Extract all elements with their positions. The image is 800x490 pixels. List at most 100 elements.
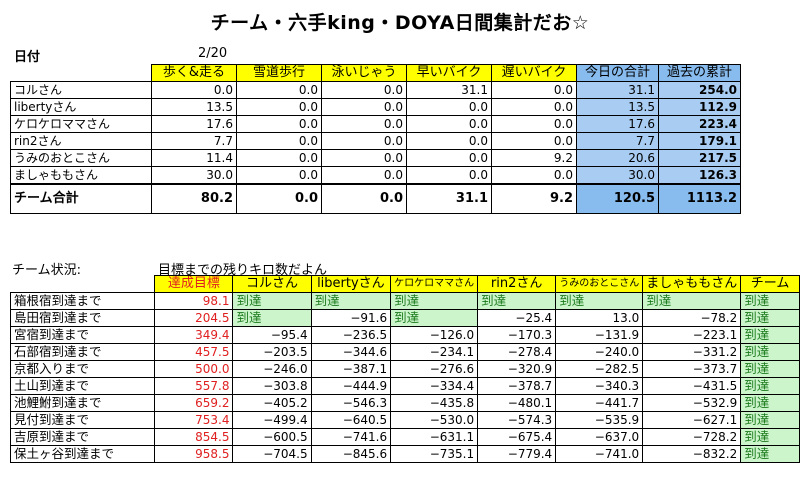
value-cell: 0.0 [406, 149, 492, 167]
value-cell: 0.0 [236, 115, 322, 133]
remaining-cell: −91.6 [310, 309, 392, 327]
member-name: ケロケロママさん [10, 115, 152, 133]
value-cell: 126.3 [658, 166, 741, 185]
goal-row: 土山到達まで 557.8 −303.8 −444.9 −334.4 −378.7 −340.… [9, 377, 800, 395]
remaining-cell: −203.5 [232, 343, 312, 361]
goal-distance: 958.5 [154, 445, 234, 463]
goal-distance: 98.1 [154, 292, 234, 310]
header-row: 歩く&走る 雪道歩行 泳いじゃう 早いバイク 遅いバイク 今日の合計 過去の累計 [11, 64, 741, 82]
remaining-cell: 到達 [740, 326, 800, 344]
date-value: 2/20 [198, 46, 228, 61]
goal-place: 保土ヶ谷到達まで [9, 445, 156, 463]
remaining-cell: 到達 [390, 309, 479, 327]
column-header: 早いバイク [406, 64, 492, 82]
value-cell: 0.0 [406, 166, 492, 185]
value-cell: 0.0 [321, 149, 407, 167]
remaining-cell: 到達 [740, 292, 800, 310]
corner-cell [11, 65, 152, 82]
remaining-cell: −535.9 [555, 411, 644, 429]
column-header: ましゃももさん [642, 275, 742, 293]
value-cell: 0.0 [406, 132, 492, 150]
remaining-cell: −441.7 [555, 394, 644, 412]
remaining-cell: −728.2 [642, 428, 742, 446]
column-header: 泳いじゃう [321, 64, 407, 82]
remaining-cell: −234.1 [390, 343, 479, 361]
column-header: rin2さん [477, 275, 557, 293]
remaining-cell: −25.4 [477, 309, 557, 327]
value-cell: 0.0 [236, 166, 322, 185]
remaining-cell: 到達 [232, 309, 312, 327]
remaining-cell: −78.2 [642, 309, 742, 327]
goal-place: 石部宿到達まで [9, 343, 156, 361]
value-cell: 223.4 [658, 115, 741, 133]
remaining-cell: −832.2 [642, 445, 742, 463]
goal-place: 箱根宿到達まで [9, 292, 156, 310]
goal-row: 吉原到達まで 854.5 −600.5 −741.6 −631.1 −675.4 −637.… [9, 428, 800, 446]
column-header: 過去の累計 [658, 64, 741, 82]
member-row: libertyさん 13.5 0.0 0.0 0.0 0.0 13.5 112.9 [10, 98, 741, 116]
goal-row: 保土ヶ谷到達まで 958.5 −704.5 −845.6 −735.1 −779.4 −74… [9, 445, 800, 463]
member-name: libertyさん [10, 98, 152, 116]
remaining-cell: −373.7 [642, 360, 742, 378]
remaining-cell: −276.6 [390, 360, 479, 378]
goal-place: 京都入りまで [9, 360, 156, 378]
total-cell: 9.2 [491, 183, 577, 214]
goal-place: 島田宿到達まで [9, 309, 156, 327]
goal-place: 吉原到達まで [9, 428, 156, 446]
value-cell: 0.0 [491, 115, 577, 133]
goal-place: 土山到達まで [9, 377, 156, 395]
remaining-cell: −600.5 [232, 428, 312, 446]
remaining-cell: −431.5 [642, 377, 742, 395]
goal-distance: 500.0 [154, 360, 234, 378]
remaining-cell: 到達 [740, 309, 800, 327]
goal-row: 京都入りまで 500.0 −246.0 −387.1 −276.6 −320.9 −282.… [9, 360, 800, 378]
member-name: うみのおとこさん [10, 149, 152, 167]
value-cell: 0.0 [321, 132, 407, 150]
header-row: 達成目標 コルさん libertyさん ケロケロママさん rin2さん うみのおとこさんま… [11, 275, 800, 293]
value-cell: 9.2 [491, 149, 577, 167]
goal-row: 石部宿到達まで 457.5 −203.5 −344.6 −234.1 −278.4 −240… [9, 343, 800, 361]
remaining-cell: −320.9 [477, 360, 557, 378]
remaining-cell: −574.3 [477, 411, 557, 429]
remaining-cell: −95.4 [232, 326, 312, 344]
value-cell: 13.5 [576, 98, 659, 116]
goal-distance: 557.8 [154, 377, 234, 395]
remaining-cell: −240.0 [555, 343, 644, 361]
remaining-cell: 到達 [477, 292, 557, 310]
remaining-cell: −704.5 [232, 445, 312, 463]
remaining-cell: −435.8 [390, 394, 479, 412]
remaining-cell: −779.4 [477, 445, 557, 463]
remaining-cell: −246.0 [232, 360, 312, 378]
date-label: 日付 [14, 50, 41, 65]
remaining-cell: −378.7 [477, 377, 557, 395]
remaining-cell: −637.0 [555, 428, 644, 446]
goal-row: 宮宿到達まで 349.4 −95.4 −236.5 −126.0 −170.3 −131.9… [9, 326, 800, 344]
remaining-cell: 到達 [390, 292, 479, 310]
remaining-cell: 到達 [740, 343, 800, 361]
goal-distance: 457.5 [154, 343, 234, 361]
column-header: 達成目標 [154, 275, 234, 293]
value-cell: 112.9 [658, 98, 741, 116]
goal-status-table: 達成目標 コルさん libertyさん ケロケロママさん rin2さん うみのおとこさんま… [9, 275, 800, 463]
remaining-cell: −627.1 [642, 411, 742, 429]
value-cell: 0.0 [236, 149, 322, 167]
value-cell: 0.0 [491, 132, 577, 150]
remaining-cell: −845.6 [310, 445, 392, 463]
column-header: うみのおとこさん [555, 275, 644, 293]
remaining-cell: −331.2 [642, 343, 742, 361]
member-row: ましゃももさん 30.0 0.0 0.0 0.0 0.0 30.0 126.3 [10, 166, 741, 185]
value-cell: 30.0 [576, 166, 659, 185]
goal-distance: 753.4 [154, 411, 234, 429]
total-cell: 0.0 [321, 183, 407, 214]
goal-row: 池鯉鮒到達まで 659.2 −405.2 −546.3 −435.8 −480.1 −441… [9, 394, 800, 412]
remaining-cell: −530.0 [390, 411, 479, 429]
remaining-cell: −532.9 [642, 394, 742, 412]
remaining-cell: 到達 [740, 411, 800, 429]
remaining-cell: 到達 [740, 377, 800, 395]
goal-place: 池鯉鮒到達まで [9, 394, 156, 412]
column-header: 今日の合計 [576, 64, 659, 82]
goal-place: 宮宿到達まで [9, 326, 156, 344]
column-header: libertyさん [310, 275, 392, 293]
value-cell: 0.0 [151, 81, 237, 99]
remaining-cell: −546.3 [310, 394, 392, 412]
